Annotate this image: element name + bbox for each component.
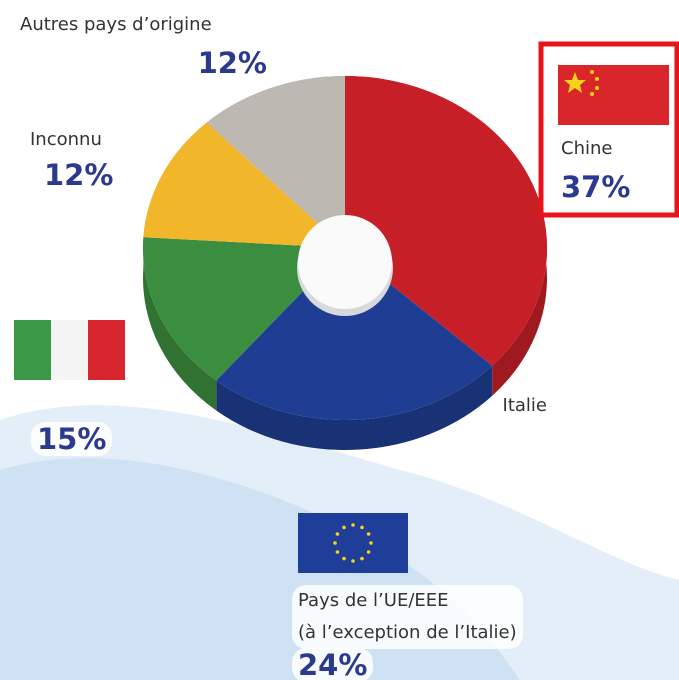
slice-side [216,365,493,450]
eu-star [335,532,340,536]
category-label: Inconnu [24,124,108,156]
value-label: 24% [292,648,374,680]
eu-star [342,556,346,561]
pie [143,76,547,450]
eu-star [351,559,355,563]
slice [206,76,345,248]
eu-star [360,556,364,561]
value-label: 15% [31,422,113,456]
flag-italy [14,320,125,380]
category-label: Pays de l’UE/EEE (à l’exception de l’Ita… [292,585,523,649]
slice [216,248,493,421]
value-label: 12% [191,46,273,80]
eu-star [342,525,346,530]
eu-star [360,525,364,530]
category-label: Chine [555,133,619,165]
slice-side [143,237,217,411]
slice [143,237,345,381]
flag-china [558,65,669,125]
eu-star [369,541,373,545]
eu-star [366,550,371,554]
value-label: 37% [555,170,637,204]
category-label: Italie [496,390,553,422]
eu-star [335,550,340,554]
flag-eu [298,513,408,573]
eu-star [366,532,371,536]
center-hole [298,215,392,309]
highlight-box [538,41,679,218]
value-label: 12% [38,158,120,192]
eu-star [351,523,355,527]
eu-star [333,541,337,545]
slice [345,76,547,366]
slice [143,122,345,248]
category-label: Autres pays d’origine [14,9,218,41]
